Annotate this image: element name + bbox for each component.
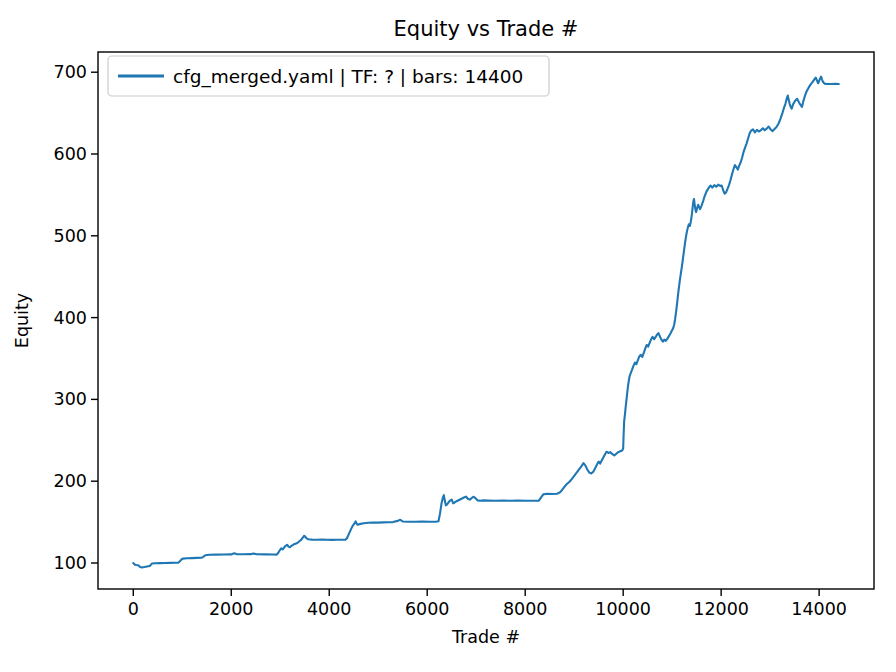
y-tick-label: 100 — [54, 553, 87, 573]
legend: cfg_merged.yaml | TF: ? | bars: 14400 — [108, 56, 549, 96]
series-group — [133, 77, 838, 568]
x-tick-label: 0 — [128, 599, 139, 619]
y-tick-label: 600 — [54, 144, 87, 164]
y-tick-label: 700 — [54, 62, 87, 82]
x-tick-label: 10000 — [595, 599, 651, 619]
y-tick-label: 500 — [54, 226, 87, 246]
chart-title: Equity vs Trade # — [394, 17, 579, 41]
x-tick-label: 12000 — [693, 599, 749, 619]
equity-line — [133, 77, 838, 568]
x-tick-label: 14000 — [791, 599, 847, 619]
y-tick-label: 300 — [54, 389, 87, 409]
figure: Equity vs Trade # 0 2000 4000 6000 8000 10000… — [0, 0, 896, 672]
x-tick-label: 6000 — [405, 599, 450, 619]
y-axis-label: Equity — [12, 293, 32, 348]
plot-frame — [98, 52, 874, 589]
y-tick-label: 200 — [54, 471, 87, 491]
x-tick-label: 4000 — [307, 599, 352, 619]
x-tick-label: 2000 — [209, 599, 254, 619]
ticks-group: 0 2000 4000 6000 8000 10000 12000 14000 100 200 30… — [54, 62, 847, 619]
x-axis-label: Trade # — [451, 627, 520, 647]
equity-chart: Equity vs Trade # 0 2000 4000 6000 8000 10000… — [0, 0, 896, 672]
legend-label: cfg_merged.yaml | TF: ? | bars: 14400 — [173, 66, 523, 88]
y-tick-label: 400 — [54, 308, 87, 328]
x-tick-label: 8000 — [503, 599, 548, 619]
